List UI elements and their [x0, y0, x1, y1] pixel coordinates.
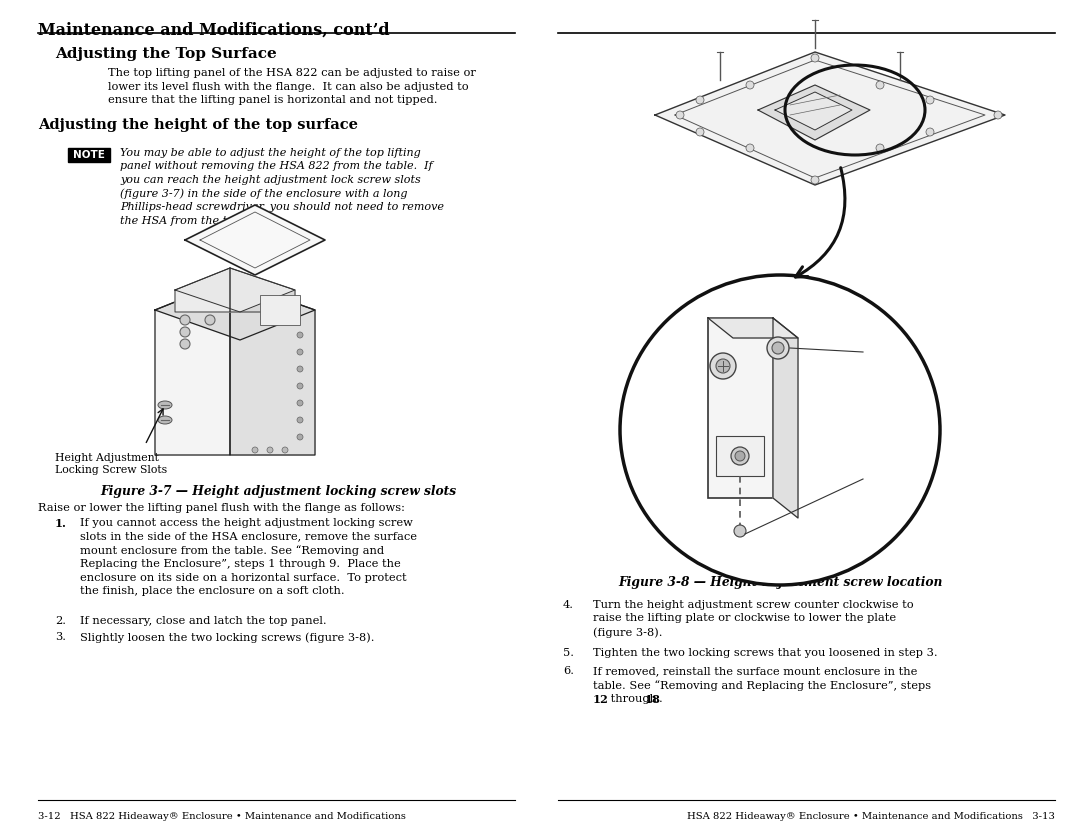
Text: Adjusting the height of the top surface: Adjusting the height of the top surface — [38, 118, 357, 132]
Circle shape — [811, 176, 819, 184]
Ellipse shape — [620, 275, 940, 585]
Polygon shape — [654, 52, 1005, 185]
Polygon shape — [775, 92, 852, 130]
Polygon shape — [230, 280, 315, 455]
Circle shape — [252, 447, 258, 453]
Text: Raise or lower the lifting panel flush with the flange as follows:: Raise or lower the lifting panel flush w… — [38, 503, 405, 513]
Circle shape — [716, 359, 730, 373]
Circle shape — [180, 339, 190, 349]
Bar — [708, 318, 773, 498]
Text: 5.: 5. — [563, 648, 573, 658]
Circle shape — [735, 451, 745, 461]
Text: HSA 822 Hideaway® Enclosure • Maintenance and Modifications   3-13: HSA 822 Hideaway® Enclosure • Maintenanc… — [687, 812, 1055, 821]
FancyArrowPatch shape — [796, 168, 845, 277]
Polygon shape — [230, 268, 295, 312]
Polygon shape — [156, 280, 230, 455]
Circle shape — [710, 353, 735, 379]
Text: 3-12   HSA 822 Hideaway® Enclosure • Maintenance and Modifications: 3-12 HSA 822 Hideaway® Enclosure • Maint… — [38, 812, 406, 821]
Text: NOTE: NOTE — [73, 150, 105, 160]
Circle shape — [746, 81, 754, 89]
Text: 12: 12 — [593, 694, 609, 705]
Text: If removed, reinstall the surface mount enclosure in the: If removed, reinstall the surface mount … — [593, 666, 917, 676]
Bar — [260, 295, 300, 325]
Text: The top lifting panel of the HSA 822 can be adjusted to raise or
lower its level: The top lifting panel of the HSA 822 can… — [108, 68, 476, 105]
Text: Figure 3-7 — Height adjustment locking screw slots: Figure 3-7 — Height adjustment locking s… — [100, 485, 456, 498]
Polygon shape — [175, 268, 230, 312]
Circle shape — [926, 96, 934, 104]
Text: Tighten the two locking screws that you loosened in step 3.: Tighten the two locking screws that you … — [593, 648, 937, 658]
Text: If you cannot access the height adjustment locking screw
slots in the side of th: If you cannot access the height adjustme… — [80, 518, 417, 596]
Text: table. See “Removing and Replacing the Enclosure”, steps: table. See “Removing and Replacing the E… — [593, 680, 931, 691]
Circle shape — [297, 417, 303, 423]
Text: Adjustment
Screw: Adjustment Screw — [865, 475, 928, 497]
Text: .: . — [659, 694, 663, 704]
Polygon shape — [156, 280, 315, 340]
Polygon shape — [773, 318, 798, 518]
Circle shape — [297, 332, 303, 338]
Text: Figure 3-8 — Height adjustment screw location: Figure 3-8 — Height adjustment screw loc… — [618, 576, 943, 589]
Text: 1.: 1. — [55, 518, 67, 529]
Ellipse shape — [158, 416, 172, 424]
Text: 2.: 2. — [55, 616, 66, 626]
Ellipse shape — [158, 401, 172, 409]
Circle shape — [876, 81, 885, 89]
Circle shape — [767, 337, 789, 359]
Text: Loosen
locking
screws.: Loosen locking screws. — [865, 348, 906, 383]
Circle shape — [811, 54, 819, 62]
Circle shape — [696, 96, 704, 104]
Circle shape — [746, 144, 754, 152]
Circle shape — [267, 447, 273, 453]
Text: Adjusting the Top Surface: Adjusting the Top Surface — [55, 47, 276, 61]
Circle shape — [676, 111, 684, 119]
Polygon shape — [185, 205, 325, 275]
Circle shape — [205, 315, 215, 325]
Text: 6.: 6. — [563, 666, 573, 676]
Polygon shape — [708, 318, 798, 338]
Polygon shape — [175, 268, 295, 312]
Text: You may be able to adjust the height of the top lifting
panel without removing t: You may be able to adjust the height of … — [120, 148, 444, 226]
Text: 3.: 3. — [55, 632, 66, 642]
Circle shape — [297, 434, 303, 440]
Circle shape — [297, 383, 303, 389]
Text: Maintenance and Modifications, cont’d: Maintenance and Modifications, cont’d — [38, 22, 390, 39]
Text: through: through — [607, 694, 661, 704]
Circle shape — [772, 342, 784, 354]
Circle shape — [734, 525, 746, 537]
Circle shape — [180, 315, 190, 325]
Text: 4.: 4. — [563, 600, 573, 610]
Circle shape — [731, 447, 750, 465]
Circle shape — [696, 128, 704, 136]
Text: Slightly loosen the two locking screws (figure 3-8).: Slightly loosen the two locking screws (… — [80, 632, 375, 642]
Polygon shape — [758, 85, 870, 140]
Text: Turn the height adjustment screw counter clockwise to
raise the lifting plate or: Turn the height adjustment screw counter… — [593, 600, 914, 637]
Text: Height Adjustment: Height Adjustment — [55, 453, 159, 463]
Circle shape — [876, 144, 885, 152]
Circle shape — [297, 366, 303, 372]
Bar — [716, 436, 764, 476]
Circle shape — [180, 327, 190, 337]
FancyBboxPatch shape — [68, 148, 110, 162]
Text: 18: 18 — [645, 694, 661, 705]
Circle shape — [297, 349, 303, 355]
Circle shape — [297, 400, 303, 406]
Circle shape — [282, 447, 288, 453]
Circle shape — [926, 128, 934, 136]
Text: If necessary, close and latch the top panel.: If necessary, close and latch the top pa… — [80, 616, 326, 626]
Circle shape — [994, 111, 1002, 119]
Text: Locking Screw Slots: Locking Screw Slots — [55, 465, 167, 475]
